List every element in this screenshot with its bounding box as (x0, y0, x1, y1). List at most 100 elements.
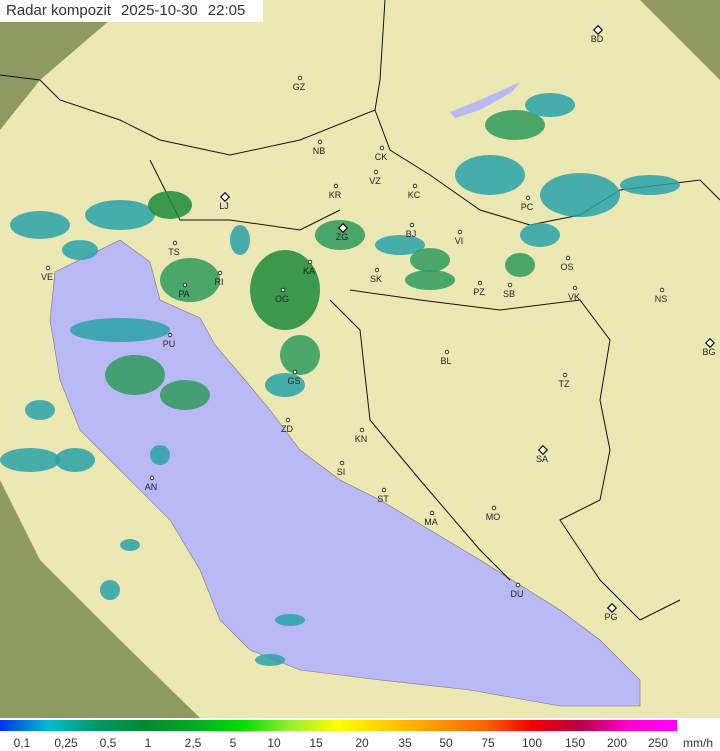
rain-echo (315, 220, 365, 250)
dot-marker-icon (307, 259, 313, 265)
city-vi: VI (455, 229, 464, 246)
city-label: SA (536, 454, 548, 464)
dot-marker-icon (444, 349, 450, 355)
city-label: ZG (336, 232, 349, 242)
city-label: VI (455, 236, 464, 246)
city-ka: KA (303, 259, 315, 276)
city-ve: VE (41, 265, 53, 282)
dot-marker-icon (292, 369, 298, 375)
city-label: PC (521, 202, 534, 212)
city-label: TZ (559, 379, 570, 389)
rain-echo (120, 539, 140, 551)
city-kn: KN (355, 427, 368, 444)
city-label: MA (424, 517, 438, 527)
city-kc: KC (408, 183, 421, 200)
scale-label: 10 (267, 736, 281, 750)
dot-marker-icon (172, 240, 178, 246)
city-pz: PZ (473, 280, 485, 297)
scale-label: 5 (229, 736, 237, 750)
scale-label: 1 (144, 736, 152, 750)
rain-echo (275, 614, 305, 626)
city-pa: PA (178, 282, 190, 299)
city-label: KN (355, 434, 368, 444)
city-label: BD (591, 34, 604, 44)
city-label: NS (655, 294, 668, 304)
scale-label: 35 (398, 736, 412, 750)
city-st: ST (377, 487, 389, 504)
city-vk: VK (568, 285, 580, 302)
city-ns: NS (655, 287, 668, 304)
city-label: DU (511, 589, 524, 599)
city-label: AN (145, 482, 158, 492)
scale-label: 50 (439, 736, 453, 750)
rain-echo (230, 225, 250, 255)
rain-echo (105, 355, 165, 395)
map-title: Radar kompozit 2025-10-30 22:05 (0, 0, 264, 22)
city-label: VK (568, 292, 580, 302)
city-ck: CK (375, 145, 387, 162)
city-label: BL (440, 356, 451, 366)
city-zg: ZG (336, 222, 349, 242)
dot-marker-icon (297, 75, 303, 81)
city-tz: TZ (559, 372, 570, 389)
rain-echo (525, 93, 575, 117)
dot-marker-icon (333, 183, 339, 189)
rain-echo (55, 448, 95, 472)
diamond-marker-icon (592, 24, 604, 36)
city-label: PZ (473, 287, 485, 297)
scale-label: 150 (564, 736, 586, 750)
city-label: ST (377, 494, 389, 504)
city-bg: BG (702, 337, 716, 357)
rain-echo (70, 318, 170, 342)
scale-label: 250 (647, 736, 669, 750)
rain-echo (148, 191, 192, 219)
dot-marker-icon (507, 282, 513, 288)
city-label: BJ (406, 229, 417, 239)
city-nb: NB (313, 139, 326, 156)
rain-echo (485, 110, 545, 140)
city-sb: SB (503, 282, 515, 299)
city-label: SB (503, 289, 515, 299)
city-label: NB (313, 146, 326, 156)
city-label: MO (486, 512, 501, 522)
radar-map[interactable]: BD GZ NB CK VZ KC KR LJ PC BJ VI TS ZG SK KA RI OS VE PA PZ… (0, 0, 720, 718)
dot-marker-icon (45, 265, 51, 271)
city-mo: MO (486, 505, 501, 522)
city-label: KC (408, 190, 421, 200)
rain-echo (150, 445, 170, 465)
city-label: OG (275, 294, 289, 304)
city-label: SK (370, 274, 382, 284)
diamond-marker-icon (337, 222, 349, 234)
scale-label: 75 (481, 736, 495, 750)
rain-echo (375, 235, 425, 255)
city-pc: PC (521, 195, 534, 212)
dot-marker-icon (572, 285, 578, 291)
rain-echo (455, 155, 525, 195)
rain-echo (620, 175, 680, 195)
dot-marker-icon (659, 287, 665, 293)
rain-echo (85, 200, 155, 230)
city-lj: LJ (219, 191, 231, 211)
dot-marker-icon (429, 510, 435, 516)
city-bd: BD (591, 24, 604, 44)
city-label: PU (163, 339, 176, 349)
city-label: LJ (219, 201, 229, 211)
rain-echo (160, 380, 210, 410)
city-markers: BD GZ NB CK VZ KC KR LJ PC BJ VI TS ZG SK KA RI OS VE PA PZ… (41, 24, 716, 622)
dot-marker-icon (167, 332, 173, 338)
city-label: KR (329, 190, 342, 200)
city-bl: BL (440, 349, 452, 366)
rain-echo (0, 448, 60, 472)
dot-marker-icon (409, 222, 415, 228)
timestamp-date: 2025-10-30 (121, 2, 198, 19)
dot-marker-icon (217, 270, 223, 276)
city-ma: MA (424, 510, 438, 527)
dot-marker-icon (280, 287, 286, 293)
scale-label: 0,25 (54, 736, 78, 750)
rain-echo (160, 258, 220, 302)
city-gz: GZ (293, 75, 306, 92)
city-label: VE (41, 272, 53, 282)
diamond-marker-icon (219, 191, 231, 203)
rain-echo (520, 223, 560, 247)
dot-marker-icon (457, 229, 463, 235)
